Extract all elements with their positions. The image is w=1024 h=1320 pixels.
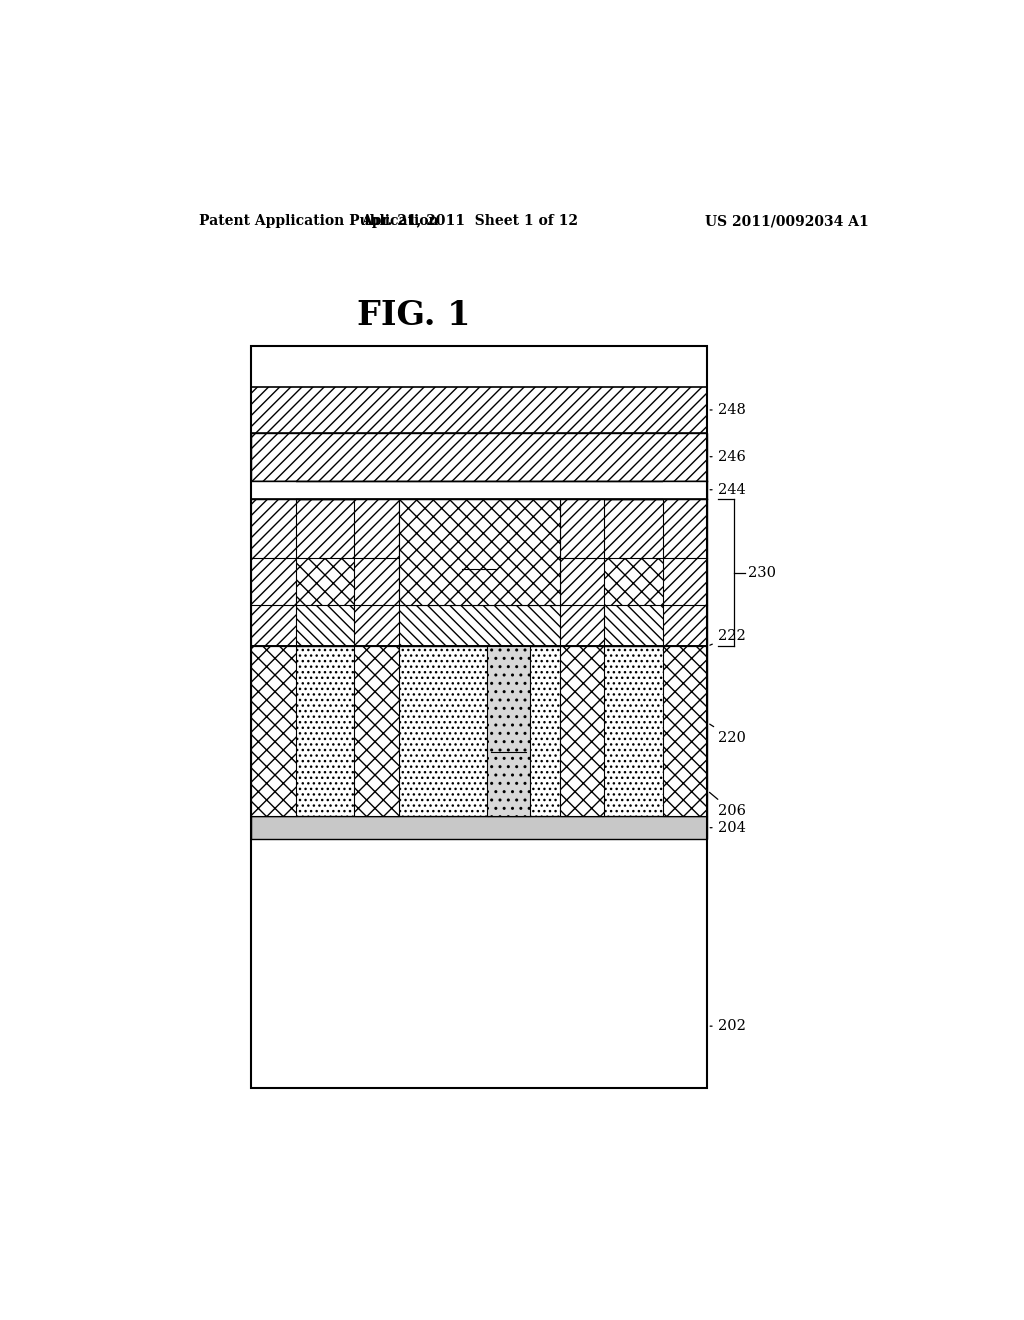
Text: 206: 206 (710, 792, 745, 818)
Text: 248: 248 (710, 403, 745, 417)
Bar (251, 433, 708, 480)
Text: US 2011/0092034 A1: US 2011/0092034 A1 (705, 214, 868, 228)
Bar (251, 499, 296, 647)
Text: 246: 246 (710, 450, 745, 463)
Bar (354, 499, 398, 647)
Text: 220: 220 (710, 725, 745, 744)
Text: FIG. 1: FIG. 1 (357, 300, 470, 333)
Text: 204: 204 (710, 821, 745, 834)
Bar (251, 480, 296, 499)
Bar (560, 499, 604, 647)
Bar (251, 840, 708, 1089)
Text: 244: 244 (710, 483, 745, 496)
Bar (663, 499, 708, 647)
Text: 242: 242 (467, 550, 492, 564)
Bar (251, 816, 708, 840)
Text: 202: 202 (710, 1019, 745, 1034)
Bar (251, 387, 708, 433)
Bar (398, 499, 560, 605)
Text: 222: 222 (710, 630, 745, 645)
Bar (251, 480, 708, 499)
Text: Patent Application Publication: Patent Application Publication (200, 214, 439, 228)
Bar (663, 647, 708, 816)
Bar (560, 647, 604, 816)
Bar (251, 346, 708, 1089)
Text: 240: 240 (496, 733, 521, 746)
Bar (251, 647, 708, 816)
Bar (251, 647, 296, 816)
Bar (251, 558, 708, 605)
Bar (251, 499, 708, 647)
Text: Apr. 21, 2011  Sheet 1 of 12: Apr. 21, 2011 Sheet 1 of 12 (360, 214, 578, 228)
Bar (251, 605, 708, 647)
Bar (663, 480, 708, 499)
Text: 230: 230 (748, 565, 776, 579)
Bar (354, 647, 398, 816)
Bar (486, 647, 529, 816)
